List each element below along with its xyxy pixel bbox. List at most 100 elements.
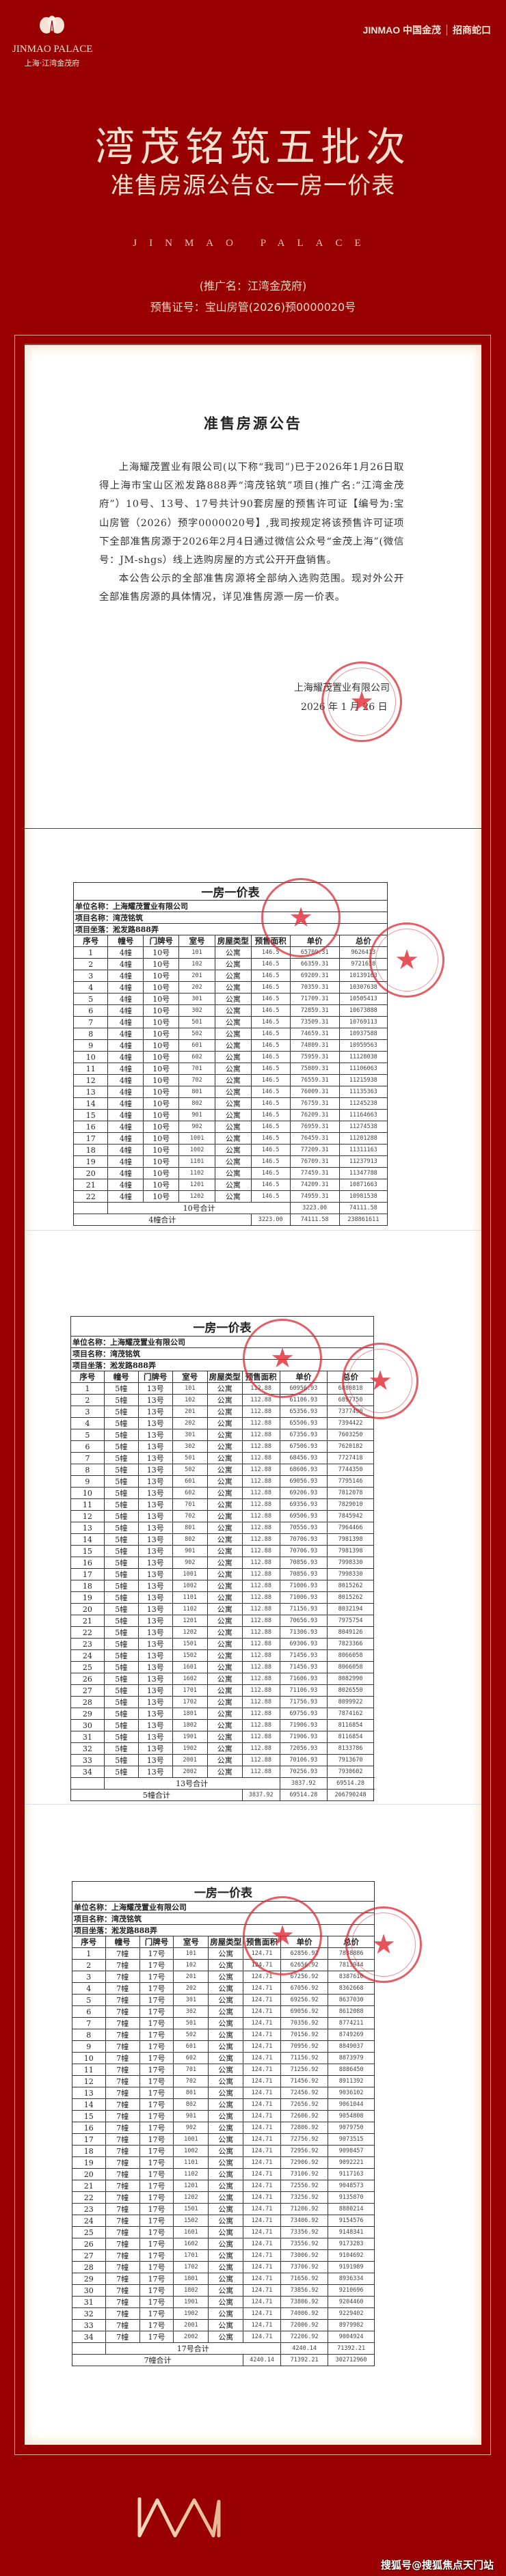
table-row: 24 7幢 17号 1502 公寓 124.71 73406.92 9154576 bbox=[72, 2215, 375, 2227]
type-cell: 公寓 bbox=[208, 2226, 244, 2238]
table-row: 20 7幢 17号 1102 公寓 124.71 73106.92 9117163 bbox=[72, 2168, 375, 2180]
seq-cell: 15 bbox=[72, 1109, 109, 1121]
room-cell: 201 bbox=[173, 1971, 209, 1983]
total-price-cell: 8049126 bbox=[327, 1626, 374, 1639]
total-price-cell: 7874162 bbox=[327, 1708, 374, 1720]
total-price-cell: 8015262 bbox=[327, 1591, 374, 1604]
door-cell: 17号 bbox=[139, 2087, 174, 2099]
table-info-row: 项目坐落：淞发路888弄 bbox=[70, 1359, 374, 1371]
seq-cell: 22 bbox=[72, 1190, 109, 1203]
table-row: 5 5幢 13号 301 公寓 112.88 67356.93 7603250 bbox=[70, 1429, 374, 1441]
table-row: 9 4幢 10号 601 公寓 146.5 74809.31 10959563 bbox=[72, 1039, 388, 1052]
building-cell: 7幢 bbox=[105, 2064, 140, 2076]
unit-price-cell: 70356.92 bbox=[280, 2017, 329, 2029]
area-cell: 146.5 bbox=[250, 1016, 291, 1028]
room-cell: 701 bbox=[178, 1063, 215, 1075]
building-cell: 5幢 bbox=[103, 1510, 139, 1522]
area-cell: 146.5 bbox=[250, 1155, 291, 1168]
room-cell: 1901 bbox=[172, 1731, 208, 1743]
building-cell: 7幢 bbox=[105, 2180, 140, 2192]
seq-cell: 24 bbox=[70, 1649, 105, 1662]
seq-cell: 17 bbox=[72, 2133, 106, 2146]
total-price-cell: 8082990 bbox=[327, 1673, 374, 1685]
door-cell: 17号 bbox=[139, 2017, 174, 2029]
door-cell: 10号 bbox=[143, 1190, 180, 1203]
subtotal-unit-price: 69514.28 bbox=[327, 1777, 374, 1790]
total-price-cell: 7845942 bbox=[327, 1510, 374, 1522]
building-cell: 7幢 bbox=[105, 2005, 140, 2018]
total-price-cell: 8749269 bbox=[328, 2029, 375, 2041]
table-info-row: 项目名称：湾茂铭筑 bbox=[70, 1347, 374, 1360]
total-price-cell: 8066058 bbox=[327, 1661, 374, 1673]
building-cell: 7幢 bbox=[105, 2249, 140, 2262]
total-price-cell: 11347788 bbox=[338, 1167, 388, 1179]
door-cell: 10号 bbox=[143, 1004, 180, 1017]
door-cell: 17号 bbox=[139, 1982, 174, 1995]
unit-price-cell: 71756.93 bbox=[279, 1696, 328, 1708]
room-cell: 1101 bbox=[173, 2156, 209, 2169]
unit-price-cell: 73256.92 bbox=[280, 2191, 329, 2204]
type-cell: 公寓 bbox=[207, 1649, 243, 1662]
column-header: 预售面积 bbox=[243, 1936, 281, 1948]
building-cell: 7幢 bbox=[105, 2307, 140, 2320]
building-cell: 5幢 bbox=[103, 1394, 139, 1406]
room-cell: 202 bbox=[178, 981, 215, 994]
building-cell: 7幢 bbox=[105, 2203, 140, 2215]
room-cell: 302 bbox=[173, 2005, 209, 2018]
column-header: 序号 bbox=[70, 1371, 105, 1383]
table-row: 15 7幢 17号 901 公寓 124.71 72606.92 9054808 bbox=[72, 2110, 375, 2122]
room-cell: 1102 bbox=[172, 1603, 208, 1615]
building-cell: 4幢 bbox=[107, 1039, 144, 1052]
table-row: 34 5幢 13号 2002 公寓 112.88 70256.93 7930602 bbox=[70, 1766, 374, 1778]
door-cell: 13号 bbox=[137, 1580, 173, 1592]
seq-cell: 17 bbox=[72, 1132, 109, 1145]
brand-name-en: JINMAO PALACE bbox=[12, 44, 93, 55]
total-price-cell: 7981398 bbox=[327, 1533, 374, 1546]
table-row: 17 4幢 10号 1001 公寓 146.5 76459.31 11201288 bbox=[72, 1132, 388, 1145]
table-title-row: 一房一价表 bbox=[73, 882, 388, 901]
room-cell: 601 bbox=[173, 2040, 209, 2053]
seq-cell: 32 bbox=[72, 2307, 106, 2320]
seq-cell: 34 bbox=[72, 2331, 106, 2343]
table-row: 19 7幢 17号 1101 公寓 124.71 72906.92 9092221 bbox=[72, 2156, 375, 2169]
brand-name-cn: 上海·江湾金茂府 bbox=[24, 59, 80, 68]
column-header: 总价 bbox=[327, 1371, 374, 1383]
total-price-cell: 11237913 bbox=[338, 1155, 388, 1168]
room-cell: 501 bbox=[172, 1452, 208, 1464]
door-cell: 17号 bbox=[139, 2040, 174, 2053]
area-cell: 124.71 bbox=[243, 2307, 281, 2320]
building-cell: 5幢 bbox=[103, 1708, 139, 1720]
seq-cell: 9 bbox=[70, 1475, 105, 1488]
type-cell: 公寓 bbox=[208, 2168, 244, 2180]
seq-cell: 11 bbox=[70, 1498, 105, 1511]
table-row: 13 5幢 13号 801 公寓 112.88 70556.93 7964466 bbox=[70, 1522, 374, 1534]
door-cell: 10号 bbox=[143, 958, 180, 970]
door-cell: 17号 bbox=[139, 2029, 174, 2041]
room-cell: 1102 bbox=[178, 1167, 215, 1179]
total-price-cell: 7998330 bbox=[327, 1568, 374, 1580]
unit-price-cell: 69056.92 bbox=[280, 2005, 329, 2018]
table-row: 19 4幢 10号 1101 公寓 146.5 76709.31 11237913 bbox=[72, 1155, 388, 1168]
total-price-cell: 8880214 bbox=[328, 2203, 375, 2215]
total-price-cell: 9135870 bbox=[328, 2191, 375, 2204]
column-header: 门牌号 bbox=[137, 1371, 173, 1383]
seq-cell: 18 bbox=[72, 1144, 109, 1156]
type-cell: 公寓 bbox=[208, 2156, 244, 2169]
door-cell: 13号 bbox=[137, 1766, 173, 1778]
project-location: 项目坐落：淞发路888弄 bbox=[72, 1924, 375, 1936]
area-cell: 112.88 bbox=[241, 1603, 280, 1615]
table-row: 8 7幢 17号 502 公寓 124.71 70156.92 8749269 bbox=[72, 2029, 375, 2041]
room-cell: 701 bbox=[173, 2064, 209, 2076]
door-cell: 17号 bbox=[139, 2052, 174, 2064]
column-header: 室号 bbox=[172, 1371, 208, 1383]
table-row: 15 4幢 10号 901 公寓 146.5 76209.31 11164663 bbox=[72, 1109, 388, 1121]
table-row: 21 4幢 10号 1201 公寓 146.5 74209.31 10871663 bbox=[72, 1179, 388, 1191]
table-title-row: 一房一价表 bbox=[70, 1316, 374, 1337]
building-cell: 7幢 bbox=[105, 2052, 140, 2064]
building-cell: 4幢 bbox=[107, 1063, 144, 1075]
table-row: 34 7幢 17号 2002 公寓 124.71 72206.92 9004924 bbox=[72, 2331, 375, 2343]
door-cell: 17号 bbox=[139, 1971, 174, 1983]
seq-cell: 1 bbox=[72, 1947, 106, 1960]
total-price-cell: 8849037 bbox=[328, 2040, 375, 2053]
type-cell: 公寓 bbox=[208, 2133, 244, 2146]
